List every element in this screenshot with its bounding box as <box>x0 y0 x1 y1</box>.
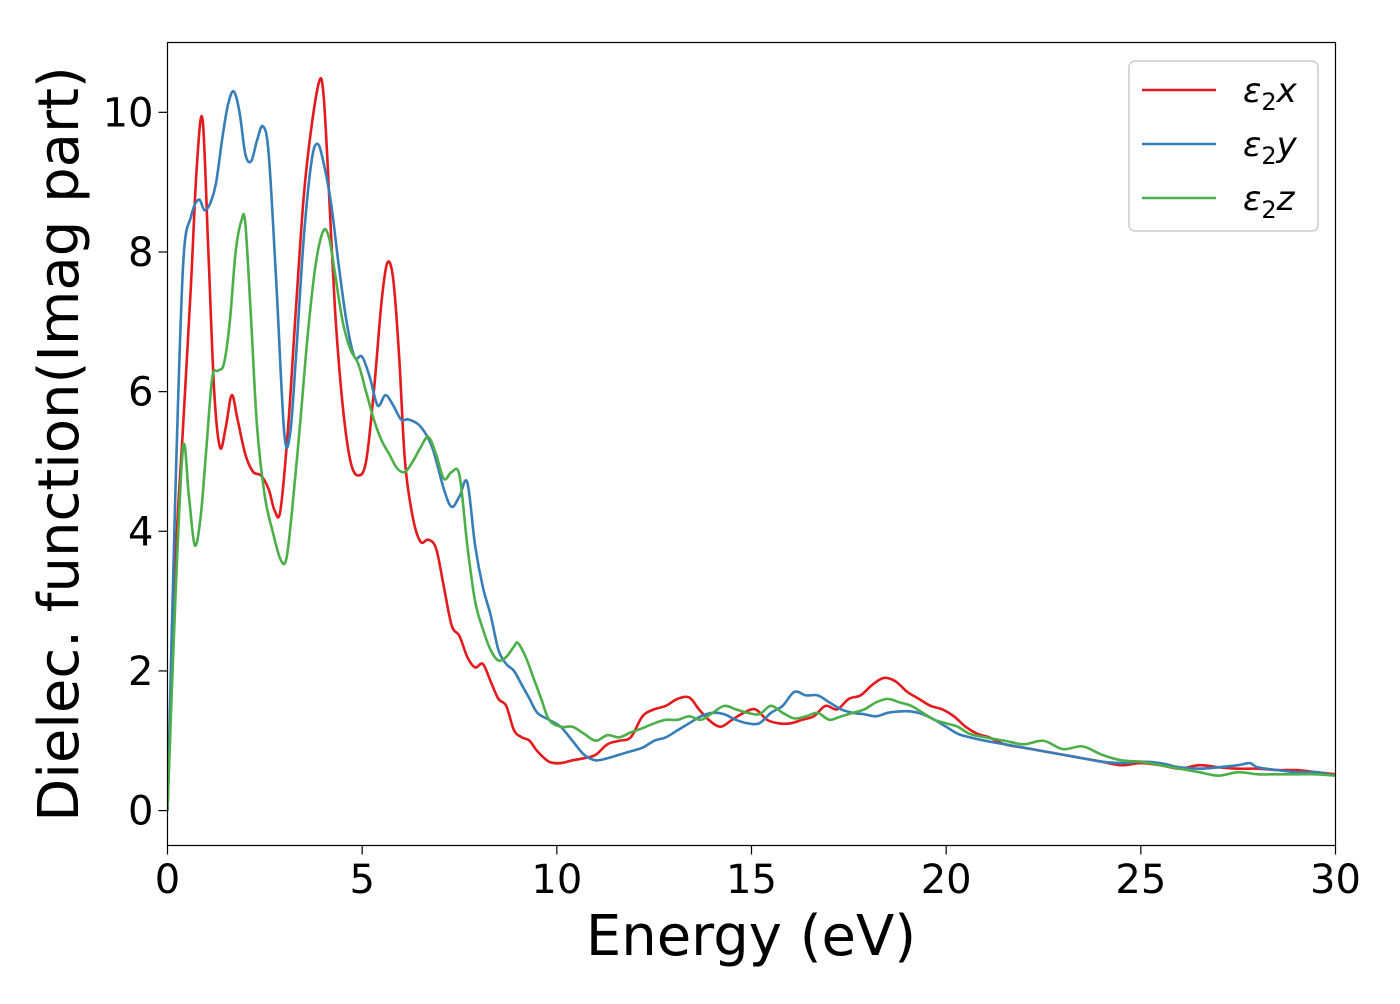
legend: ε2x ε2y ε2z <box>1128 60 1319 232</box>
x-tick-label: 10 <box>531 857 582 903</box>
x-tick-label: 30 <box>1310 857 1361 903</box>
x-tick-label: 25 <box>1115 857 1166 903</box>
y-tick-label: 2 <box>128 649 153 695</box>
plot-lines <box>167 77 1336 811</box>
x-tick-label: 5 <box>349 857 374 903</box>
x-axis: 0 5 10 15 20 25 30 <box>155 845 1361 903</box>
x-tick-label: 20 <box>921 857 972 903</box>
x-tick-label: 15 <box>726 857 777 903</box>
legend-box <box>1128 60 1319 232</box>
legend-label-y: ε2y <box>1243 125 1298 170</box>
legend-label-z: ε2z <box>1243 179 1296 224</box>
legend-label-x: ε2x <box>1243 71 1298 116</box>
y-tick-label: 8 <box>128 230 153 276</box>
series-line-z <box>167 212 1336 811</box>
y-tick-label: 4 <box>128 509 153 555</box>
y-tick-label: 10 <box>103 90 154 136</box>
x-tick-label: 0 <box>155 857 180 903</box>
y-axis-label: Dielec. function(Imag part) <box>27 66 92 822</box>
x-axis-label: Energy (eV) <box>586 904 916 969</box>
y-axis: 0 2 4 6 8 10 <box>103 90 168 835</box>
y-tick-label: 6 <box>128 370 153 416</box>
series-line-x <box>167 77 1336 811</box>
y-tick-label: 0 <box>128 789 153 835</box>
